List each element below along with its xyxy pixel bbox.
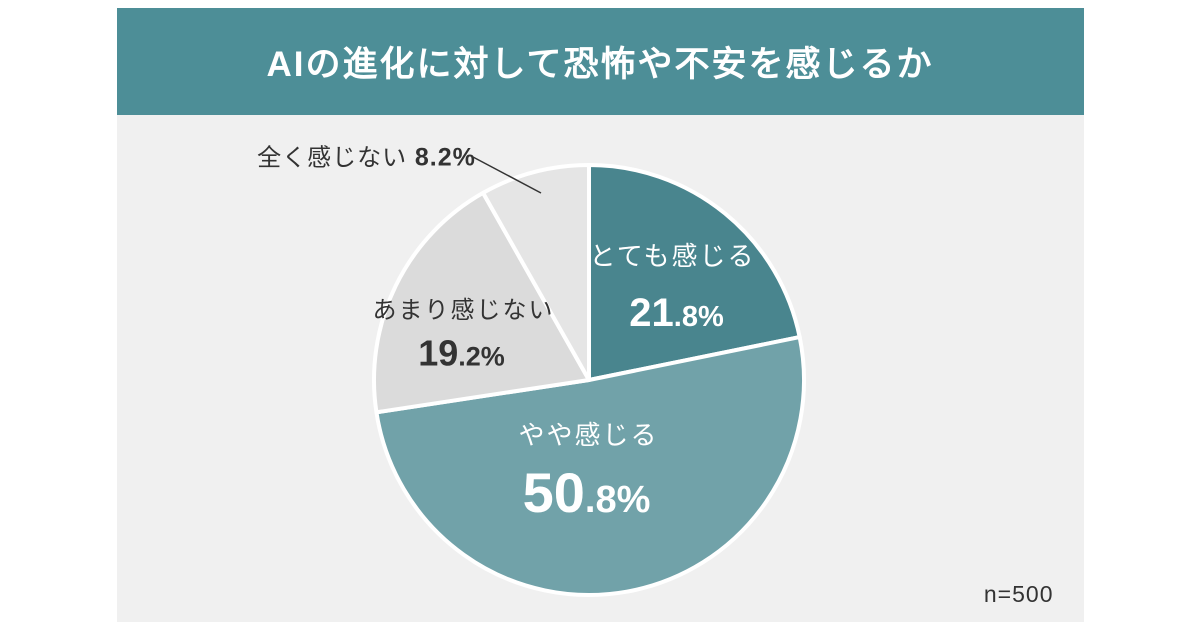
slice-label-amari: あまり感じない: [372, 297, 555, 325]
slice-label-totemo: とても感じる: [589, 241, 756, 272]
pct-integer: 50: [522, 460, 585, 524]
chart-title: AIの進化に対して恐怖や不安を感じるか: [266, 45, 934, 84]
pie-chart: [371, 156, 806, 597]
pie-slice-1: [373, 335, 806, 597]
callout-leader-line: [472, 156, 541, 194]
callout-label-mattaku: 全く感じない 8.2%: [257, 138, 476, 173]
chart-panel: AIの進化に対して恐怖や不安を感じるか とても感じる 21.8% やや感じる 5…: [116, 8, 1084, 622]
pct-decimal: .8%: [673, 301, 724, 333]
pie-slice-0: [586, 163, 802, 382]
pct-decimal: .8%: [584, 478, 651, 521]
slice-value-yaya: 50.8%: [523, 461, 651, 525]
pct-integer: 19: [418, 332, 459, 374]
callout-slice-pct: 8.2%: [414, 143, 476, 172]
sample-size-label: n=500: [983, 581, 1054, 607]
slice-value-amari: 19.2%: [418, 332, 505, 373]
slice-label-yaya: やや感じる: [518, 420, 659, 451]
pct-decimal: .2%: [458, 341, 505, 372]
pie-slice-3: [480, 163, 591, 382]
pie-slice-2: [371, 190, 591, 415]
callout-slice-name: 全く感じない: [257, 144, 408, 172]
chart-title-bar: AIの進化に対して恐怖や不安を感じるか: [116, 8, 1084, 115]
pct-integer: 21: [629, 291, 674, 335]
slice-value-totemo: 21.8%: [629, 290, 723, 336]
chart-area: とても感じる 21.8% やや感じる 50.8% あまり感じない 19.2% 全…: [116, 115, 1084, 622]
